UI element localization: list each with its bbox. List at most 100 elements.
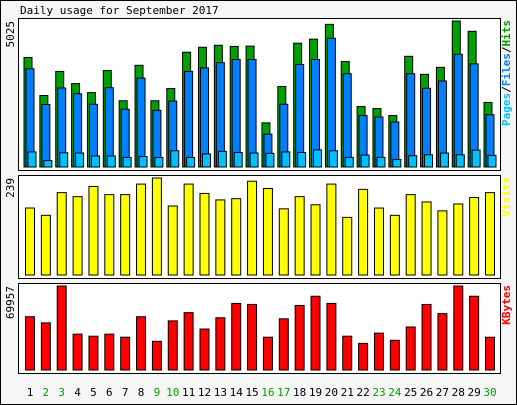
bar	[328, 150, 338, 168]
bar	[104, 87, 114, 168]
bar	[265, 152, 275, 168]
bar	[373, 207, 384, 276]
x-tick-label: 5	[90, 386, 97, 399]
x-tick-label: 7	[122, 386, 129, 399]
panel	[18, 283, 501, 374]
bar	[249, 152, 259, 168]
bar	[233, 151, 243, 168]
bar	[170, 150, 180, 168]
x-tick-label: 20	[325, 386, 338, 399]
bar	[40, 214, 51, 276]
bar	[487, 154, 497, 168]
legend-entry: KBytes	[500, 285, 513, 325]
x-tick-label: 3	[58, 386, 65, 399]
bar	[88, 335, 99, 371]
bar	[313, 149, 323, 168]
bar	[72, 196, 83, 276]
bar	[56, 285, 67, 371]
bar	[247, 58, 257, 168]
bar	[406, 73, 416, 168]
x-tick-label: 9	[154, 386, 161, 399]
bar	[231, 302, 242, 371]
legend-entry: Pages	[500, 93, 513, 126]
bar	[392, 158, 402, 168]
legend-separator: /	[500, 86, 513, 93]
bar	[90, 155, 100, 168]
bar	[471, 149, 481, 168]
bar	[421, 201, 432, 276]
bar	[437, 313, 448, 371]
bar	[41, 104, 51, 168]
bar	[138, 156, 148, 168]
bar	[424, 154, 434, 168]
bar	[453, 285, 464, 371]
bar	[294, 304, 305, 371]
bar	[199, 67, 209, 168]
x-tick-label: 16	[261, 386, 274, 399]
bar	[106, 155, 116, 168]
x-tick-label: 15	[245, 386, 258, 399]
bar	[389, 214, 400, 276]
x-tick-label: 17	[277, 386, 290, 399]
bar	[342, 216, 353, 276]
bar	[405, 194, 416, 276]
bar	[247, 303, 258, 371]
y-tick-label: 69957	[4, 286, 17, 319]
bar	[183, 183, 194, 276]
bar	[278, 208, 289, 276]
bar	[262, 336, 273, 371]
x-tick-label: 6	[106, 386, 113, 399]
bar	[408, 155, 418, 168]
x-tick-label: 24	[388, 386, 402, 399]
x-tick-label: 2	[43, 386, 50, 399]
bar	[358, 188, 369, 276]
legend: Visits	[500, 177, 513, 217]
legend: KBytes	[500, 285, 513, 325]
bar	[151, 177, 162, 276]
bar	[326, 183, 337, 276]
bar	[310, 204, 321, 276]
bar	[217, 150, 227, 168]
bar	[136, 77, 146, 168]
bar	[453, 203, 464, 276]
bar	[358, 342, 369, 371]
bar	[297, 151, 307, 168]
bar	[25, 207, 35, 276]
x-tick-label: 28	[452, 386, 465, 399]
x-tick-label: 23	[372, 386, 385, 399]
bar	[136, 183, 147, 276]
bar	[278, 318, 289, 371]
bar	[215, 199, 226, 276]
x-tick-label: 27	[436, 386, 449, 399]
bar	[439, 152, 449, 168]
bar	[88, 186, 99, 276]
panel	[18, 175, 501, 279]
bar	[344, 156, 354, 168]
bar	[405, 326, 416, 371]
legend-separator: /	[500, 46, 513, 53]
bar	[43, 160, 53, 168]
bar	[326, 37, 336, 168]
x-tick-label: 1	[27, 386, 34, 399]
x-tick-label: 13	[214, 386, 227, 399]
chart-title: Daily usage for September 2017	[20, 4, 219, 17]
x-tick-label: 12	[198, 386, 211, 399]
x-tick-label: 10	[166, 386, 179, 399]
bar	[281, 151, 291, 168]
bar	[326, 302, 337, 371]
bar	[104, 333, 115, 371]
x-tick-label: 25	[404, 386, 417, 399]
bar	[27, 151, 37, 168]
bar	[154, 156, 164, 168]
x-tick-label: 26	[420, 386, 433, 399]
bar	[421, 303, 432, 371]
bar	[231, 198, 242, 276]
x-tick-label: 30	[483, 386, 496, 399]
bar	[167, 320, 178, 371]
bar	[453, 53, 463, 168]
bar	[469, 196, 480, 276]
bar	[167, 205, 178, 276]
bar	[215, 317, 226, 371]
bar	[75, 152, 85, 168]
